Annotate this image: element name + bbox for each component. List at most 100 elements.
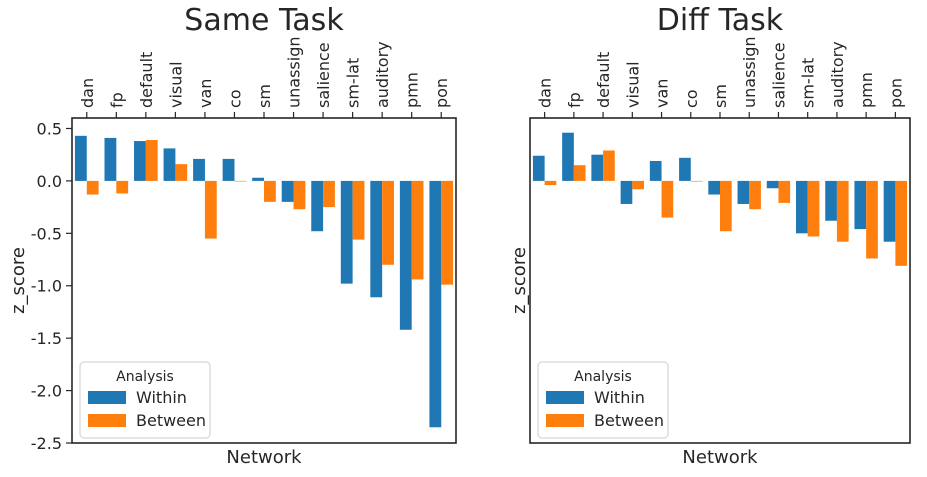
chart-1-xtick-label-pmn: pmn [403,72,422,108]
chart-1-bar-between-pon [441,180,454,285]
chart-2-title: Diff Task [657,3,784,38]
chart-1-xtick-label-unassign: unassign [285,37,304,109]
chart-1-bar-between-fp [116,180,129,194]
chart-2-bar-within-fp [562,132,574,181]
chart-2-bar-within-auditory [825,180,837,221]
chart-2-bar-between-unassign [749,180,761,210]
chart-2-xtick-label-unassign: unassign [740,37,759,109]
chart-1-bar-within-dan [74,135,87,181]
chart-1-bar-between-default [145,140,158,181]
chart-1-legend-swatch-between [88,414,126,427]
chart-2-xtick-label-van: van [653,79,672,108]
chart-1-xlabel: Network [226,447,302,468]
chart-1-xtick-label-fp: fp [107,92,126,108]
chart-1-ytick-label-3: -1.0 [31,277,62,296]
chart-1-xtick-label-sm: sm [255,84,274,108]
chart-2-bar-within-default [591,154,604,181]
chart-2-bar-between-default [603,150,615,181]
chart-1-bar-within-salience [311,180,324,232]
chart-1-bar-between-unassign [293,180,306,210]
chart-2-xtick-label-visual: visual [623,61,642,108]
chart-2-xtick-label-default: default [594,52,613,108]
chart-1-ytick-label-1: 0.0 [37,172,62,191]
chart-2-bar-between-sm [720,180,732,232]
chart-2-bar-within-visual [620,180,633,204]
chart-2-xtick-label-sm-lat: sm-lat [799,58,818,108]
chart-1-xtick-label-default: default [137,52,156,108]
chart-2-bar-between-sm-lat [807,180,820,237]
chart-2-bar-within-pmn [854,180,867,230]
chart-1-ytick-label-6: -2.5 [31,434,62,453]
chart-1-xtick-label-visual: visual [166,61,185,108]
chart-1-ytick-label-0: 0.5 [37,119,62,138]
chart-2-xtick-label-salience: salience [769,42,788,108]
chart-1-bar-between-sm-lat [352,180,365,240]
chart-2-bar-within-van [649,160,662,181]
chart-1-bar-between-auditory [382,180,394,265]
chart-2-bar-between-auditory [836,180,849,242]
chart-1-bar-between-salience [323,180,335,208]
chart-2-xtick-label-co: co [682,89,701,108]
chart-2-xtick-label-pon: pon [886,78,905,108]
chart-1-legend-swatch-within [88,391,126,404]
chart-2-xtick-label-pmn: pmn [857,72,876,108]
chart-1-legend-label-within: Within [136,388,187,407]
chart-2-xtick-label-auditory: auditory [828,41,847,108]
chart-1-xtick-label-pon: pon [432,78,451,108]
chart-1-bar-between-van [204,180,217,239]
chart-2-bar-between-pmn [866,180,878,259]
chart-1-bar-within-auditory [370,180,383,298]
chart-2-bar-within-sm [708,180,720,195]
chart-2-legend-title: Analysis [574,369,632,385]
chart-1-legend-label-between: Between [136,411,206,430]
chart-1-bar-between-pmn [411,180,424,280]
chart-1-bar-within-visual [163,148,176,181]
chart-1-bar-within-co [222,158,235,181]
chart-2-xtick-label-fp: fp [565,92,584,108]
chart-1-ytick-label-2: -0.5 [31,224,62,243]
chart-2-bar-between-fp [573,165,586,181]
chart-1-bar-within-unassign [281,180,294,202]
chart-2-bar-between-co [690,180,703,182]
chart-2-bar-within-sm-lat [796,180,808,234]
chart-1-bar-within-van [193,158,205,181]
chart-2-bar-within-co [679,157,691,181]
chart-2-legend-swatch-between [546,414,584,427]
chart-2-bar-within-pon [883,180,896,242]
chart-2-legend-label-between: Between [594,411,664,430]
chart-1-xtick-label-co: co [225,89,244,108]
chart-2-xlabel: Network [682,447,758,468]
chart-2-bar-between-salience [778,180,791,203]
chart-1-title: Same Task [184,3,344,38]
chart-2-bar-between-van [661,180,674,218]
chart-2-legend-label-within: Within [594,388,645,407]
chart-1-bar-within-fp [104,137,117,181]
chart-2-bar-within-unassign [737,180,750,204]
chart-1-xtick-label-sm-lat: sm-lat [344,58,363,108]
chart-1-xtick-label-van: van [196,79,215,108]
chart-2-bar-within-dan [532,155,545,181]
chart-1-xtick-label-salience: salience [314,42,333,108]
chart-1-xtick-label-auditory: auditory [373,41,392,108]
chart-1-bar-between-sm [264,180,276,202]
chart-1-bar-between-dan [86,180,99,195]
chart-1-ytick-label-4: -1.5 [31,329,62,348]
chart-1-bar-within-sm-lat [340,180,353,284]
chart-1-bar-within-default [134,141,146,181]
chart-2-legend-swatch-within [546,391,584,404]
chart-1-bar-within-pmn [399,180,412,330]
chart-1-bar-within-pon [429,180,442,428]
chart-2-bar-between-visual [632,180,644,190]
chart-2-bar-between-dan [544,180,557,186]
chart-1-bar-between-visual [175,164,188,181]
chart-1-xtick-label-dan: dan [78,78,97,108]
chart-2-xtick-label-dan: dan [536,78,555,108]
chart-2-ylabel: z_score [509,247,530,314]
chart-1-bar-within-sm [252,177,264,181]
chart-1-ylabel: z_score [8,247,29,314]
chart-2-xtick-label-sm: sm [711,84,730,108]
chart-1-legend-title: Analysis [116,369,174,385]
chart-2-bar-between-pon [895,180,908,266]
